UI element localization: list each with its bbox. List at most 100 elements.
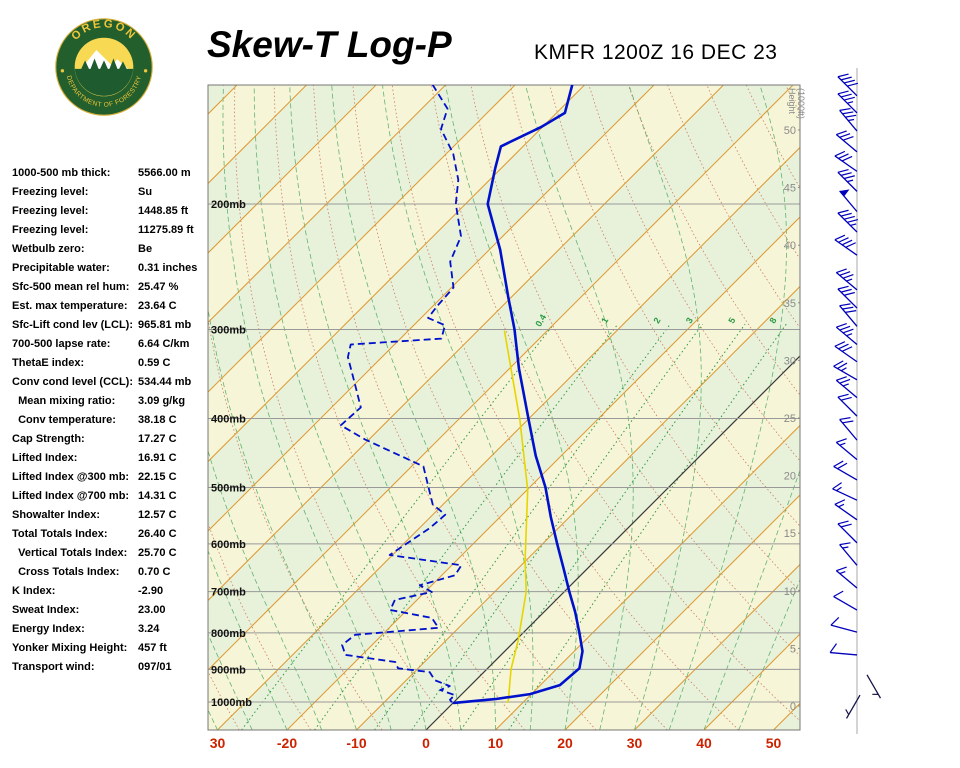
svg-text:30: 30 <box>784 355 796 367</box>
svg-text:700mb: 700mb <box>211 587 246 599</box>
station-header: KMFR 1200Z 16 DEC 23 <box>534 41 778 64</box>
index-value: 534.44 mb <box>138 376 192 388</box>
index-label: K Index: <box>12 585 56 597</box>
index-label: Showalter Index: <box>12 509 101 521</box>
index-row: Cap Strength: 17.27 C <box>12 433 208 452</box>
index-label: Energy Index: <box>12 623 85 635</box>
svg-text:10: 10 <box>488 735 504 751</box>
index-label: Est. max temperature: <box>12 300 128 312</box>
svg-text:600mb: 600mb <box>211 539 246 551</box>
index-value: 097/01 <box>138 661 172 673</box>
sounding-traces <box>339 85 584 705</box>
svg-text:400mb: 400mb <box>211 413 246 425</box>
index-label: 1000-500 mb thick: <box>12 167 111 179</box>
svg-text:2: 2 <box>651 316 662 325</box>
svg-text:50: 50 <box>766 735 782 751</box>
svg-text:20: 20 <box>557 735 573 751</box>
svg-text:3: 3 <box>684 316 695 325</box>
logo-dot-left <box>60 69 65 73</box>
svg-text:200mb: 200mb <box>211 199 246 211</box>
svg-text:800mb: 800mb <box>211 628 246 640</box>
index-value: 6.64 C/km <box>138 338 190 350</box>
index-row: K Index: -2.90 <box>12 585 208 604</box>
svg-text:50: 50 <box>784 125 796 137</box>
svg-text:1000mb: 1000mb <box>211 697 252 709</box>
index-label: Total Totals Index: <box>12 528 108 540</box>
index-label: Sfc-Lift cond lev (LCL): <box>12 319 133 331</box>
index-row: Mean mixing ratio: 3.09 g/kg <box>12 395 208 414</box>
wind-barbs <box>829 68 882 734</box>
index-row: Sfc-Lift cond lev (LCL): 965.81 mb <box>12 319 208 338</box>
index-row: Total Totals Index: 26.40 C <box>12 528 208 547</box>
index-value: 25.70 C <box>138 547 177 559</box>
index-row: Yonker Mixing Height: 457 ft <box>12 642 208 661</box>
index-value: Su <box>138 186 153 198</box>
index-value: 22.15 C <box>138 471 177 483</box>
index-value: 0.31 inches <box>138 262 198 274</box>
index-row: Precipitable water: 0.31 inches <box>12 262 208 281</box>
index-label: Lifted Index @300 mb: <box>12 471 130 483</box>
index-value: Be <box>138 243 153 255</box>
svg-text:-20: -20 <box>277 735 297 751</box>
index-value: 14.31 C <box>138 490 177 502</box>
index-value: 17.27 C <box>138 433 177 445</box>
index-row: Showalter Index: 12.57 C <box>12 509 208 528</box>
index-value: 5566.00 m <box>138 167 191 179</box>
index-row: Energy Index: 3.24 <box>12 623 208 642</box>
index-row: Conv cond level (CCL): 534.44 mb <box>12 376 208 395</box>
index-row: ThetaE index: 0.59 C <box>12 357 208 376</box>
svg-text:0: 0 <box>790 701 796 713</box>
index-row: Lifted Index @300 mb: 22.15 C <box>12 471 208 490</box>
index-label: Wetbulb zero: <box>12 243 85 255</box>
index-row: Vertical Totals Index: 25.70 C <box>12 547 208 566</box>
index-value: -2.90 <box>138 585 164 597</box>
index-label: Vertical Totals Index: <box>12 547 128 559</box>
index-value: 25.47 % <box>138 281 179 293</box>
svg-text:5: 5 <box>726 316 737 325</box>
svg-text:-10: -10 <box>346 735 366 751</box>
svg-text:35: 35 <box>784 298 796 310</box>
index-value: 457 ft <box>138 642 167 654</box>
indices-panel: 1000-500 mb thick: 5566.00 m Freezing le… <box>12 167 208 680</box>
svg-text:0: 0 <box>422 735 430 751</box>
index-label: Transport wind: <box>12 661 95 673</box>
index-row: 700-500 lapse rate: 6.64 C/km <box>12 338 208 357</box>
odf-logo: OREGON DEPARTMENT OF FORESTRY <box>55 18 153 116</box>
svg-text:25: 25 <box>784 413 796 425</box>
page-title: Skew-T Log-P <box>207 24 452 65</box>
index-label: Sweat Index: <box>12 604 80 616</box>
index-value: 16.91 C <box>138 452 177 464</box>
index-row: Freezing level: Su <box>12 186 208 205</box>
index-row: Conv temperature: 38.18 C <box>12 414 208 433</box>
svg-text:900mb: 900mb <box>211 664 246 676</box>
index-value: 23.64 C <box>138 300 177 312</box>
index-label: Freezing level: <box>12 224 89 236</box>
index-value: 26.40 C <box>138 528 177 540</box>
index-label: Freezing level: <box>12 205 89 217</box>
index-label: Freezing level: <box>12 186 89 198</box>
chart-grid: 0.4 1 2 3 5 8 <box>208 85 800 730</box>
index-row: Freezing level: 11275.89 ft <box>12 224 208 243</box>
forest-base <box>74 68 134 96</box>
index-row: Freezing level: 1448.85 ft <box>12 205 208 224</box>
index-label: Cross Totals Index: <box>12 566 120 578</box>
svg-text:1: 1 <box>599 316 610 325</box>
index-label: 700-500 lapse rate: <box>12 338 111 350</box>
index-label: ThetaE index: <box>12 357 85 369</box>
index-label: Lifted Index: <box>12 452 78 464</box>
tree-icons <box>80 58 128 71</box>
svg-text:Height: Height <box>787 88 797 115</box>
index-row: Lifted Index @700 mb: 14.31 C <box>12 490 208 509</box>
svg-text:5: 5 <box>790 643 796 655</box>
svg-text:10: 10 <box>784 586 796 598</box>
logo-dot-right <box>143 69 148 73</box>
svg-text:30: 30 <box>210 735 226 751</box>
mountain-graphic <box>79 49 118 71</box>
svg-text:8: 8 <box>767 316 778 325</box>
index-row: Wetbulb zero: Be <box>12 243 208 262</box>
index-row: Transport wind: 097/01 <box>12 661 208 680</box>
index-label: Lifted Index @700 mb: <box>12 490 130 502</box>
index-row: Lifted Index: 16.91 C <box>12 452 208 471</box>
index-value: 3.24 <box>138 623 160 635</box>
